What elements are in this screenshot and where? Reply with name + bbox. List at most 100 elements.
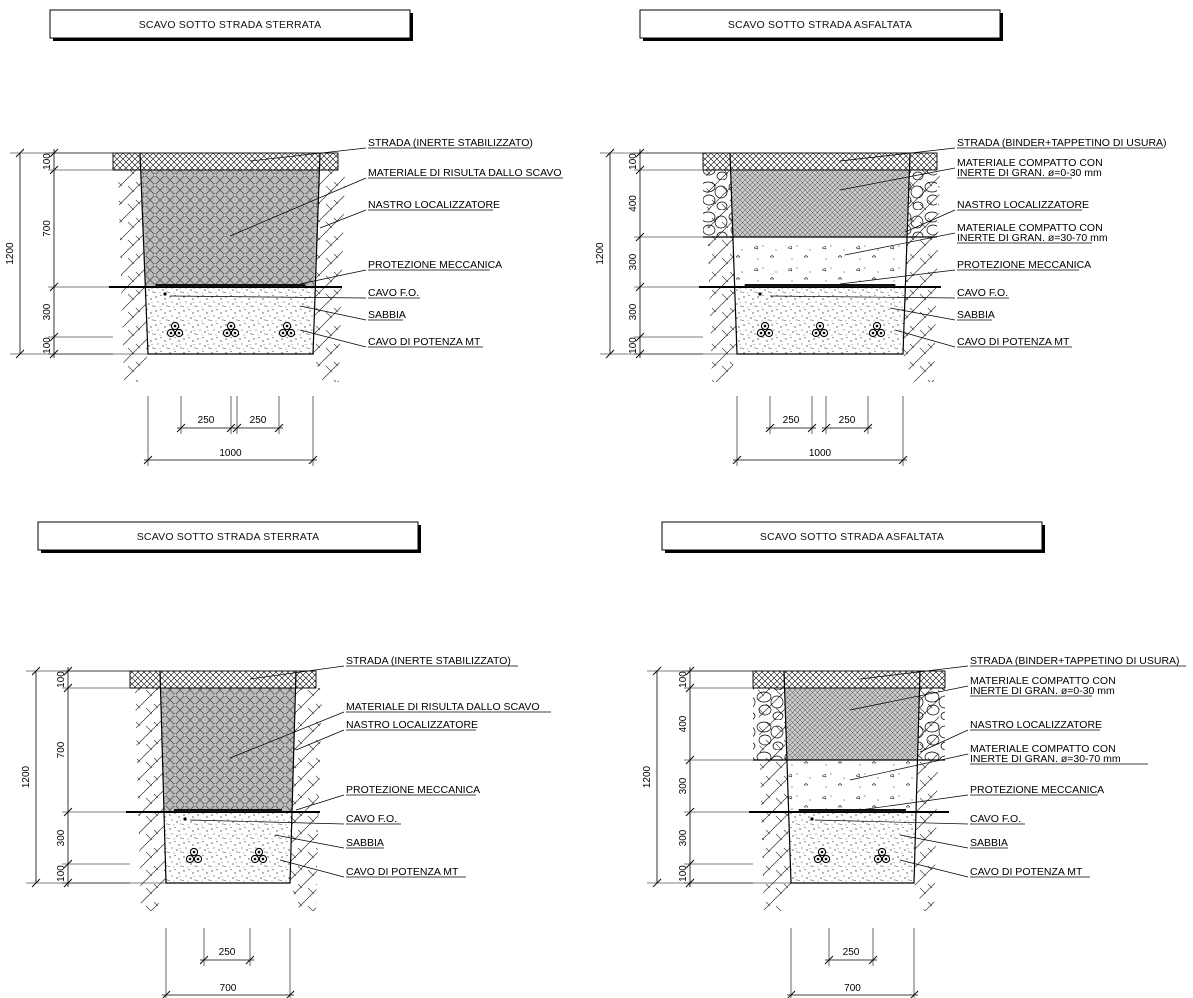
power-cable-conductor (814, 331, 818, 335)
power-cable-conductor (281, 331, 285, 335)
excavated-material-fill (160, 688, 296, 812)
soil-hatch-right (290, 688, 322, 911)
leader-line (295, 729, 345, 751)
layer-depth-label: 100 (42, 337, 53, 354)
leader-line (814, 819, 969, 825)
power-cable-conductor (196, 857, 200, 861)
power-cable-conductor (225, 331, 229, 335)
power-cable-conductor (822, 331, 826, 335)
road-layer (112, 152, 339, 171)
leader-line (899, 859, 969, 878)
compact-fill-30-70 (732, 237, 908, 287)
layer-depth-label: 100 (678, 671, 689, 688)
layer-label: STRADA (INERTE STABILIZZATO) (368, 137, 533, 149)
mechanical-protection (155, 284, 306, 287)
width-label: 250 (198, 415, 215, 426)
dimension-tick (143, 455, 153, 465)
layer-depth-label: 100 (56, 671, 67, 688)
dimension-tick (15, 349, 25, 359)
power-cable-conductor (289, 331, 293, 335)
power-cable-conductor (767, 331, 771, 335)
leader-line (295, 794, 345, 811)
soil-hatch-left (118, 170, 148, 382)
power-cable-conductor (818, 324, 822, 328)
layer-label: INERTE DI GRAN. ø=30-70 mm (970, 753, 1121, 765)
leader-line (319, 209, 367, 229)
layer-label: CAVO F.O. (970, 813, 1021, 825)
layer-label: CAVO DI POTENZA MT (368, 336, 481, 348)
layer-depth-label: 300 (628, 253, 639, 270)
power-cable-conductor (763, 324, 767, 328)
dimension-tick (824, 955, 834, 965)
total-width-label: 700 (844, 983, 861, 994)
layer-label: SABBIA (957, 309, 995, 321)
total-depth-label: 1200 (595, 242, 606, 265)
leader-line (274, 834, 345, 849)
sand-fill (145, 287, 316, 354)
leader-line (839, 269, 956, 285)
layer-depth-label: 300 (678, 777, 689, 794)
total-width-label: 700 (220, 983, 237, 994)
leader-line (904, 209, 956, 233)
section-1: SCAVO SOTTO STRADA STERRATA 1200 100 700 300… (5, 9, 563, 466)
leader-line (894, 329, 956, 348)
layer-label: NASTRO LOCALIZZATORE (957, 199, 1089, 211)
fiber-optic-cable (810, 817, 814, 821)
power-cable-conductor (169, 331, 173, 335)
power-cable-conductor (192, 850, 196, 854)
sand-fill (163, 812, 293, 883)
title-box (639, 9, 1001, 39)
layer-label: NASTRO LOCALIZZATORE (368, 199, 500, 211)
power-cable-conductor (173, 324, 177, 328)
power-cable-conductor (177, 331, 181, 335)
power-cable-conductor (253, 857, 257, 861)
layer-label: PROTEZIONE MECCANICA (368, 259, 502, 271)
power-cable-conductor (759, 331, 763, 335)
width-label: 250 (219, 947, 236, 958)
layer-label: CAVO DI POTENZA MT (957, 336, 1070, 348)
trench-outline (729, 152, 911, 355)
layer-depth-label: 300 (628, 303, 639, 320)
dimension-tick (15, 148, 25, 158)
layer-label: STRADA (INERTE STABILIZZATO) (346, 655, 511, 667)
dimension-tick (868, 955, 878, 965)
leader-line (849, 753, 969, 781)
power-cable-conductor (261, 857, 265, 861)
total-depth-label: 1200 (642, 765, 653, 788)
leader-line (769, 295, 956, 299)
layer-depth-label: 700 (42, 220, 53, 237)
layer-depth-label: 100 (628, 153, 639, 170)
leader-line (839, 167, 956, 191)
dimension-tick (821, 423, 831, 433)
fiber-optic-cable (183, 817, 187, 821)
layer-depth-label: 300 (42, 303, 53, 320)
layer-label: SABBIA (346, 837, 384, 849)
layer-label: INERTE DI GRAN. ø=30-70 mm (957, 232, 1108, 244)
section-3: SCAVO SOTTO STRADA STERRATA 1200 100 700 300… (21, 521, 551, 998)
layer-depth-label: 300 (56, 829, 67, 846)
layer-label: PROTEZIONE MECCANICA (346, 784, 480, 796)
leader-line (859, 794, 969, 811)
leader-line (299, 329, 367, 348)
mechanical-protection (173, 809, 283, 812)
leader-line (889, 307, 956, 321)
power-cable-conductor (879, 331, 883, 335)
width-label: 250 (839, 415, 856, 426)
trench-outline (783, 670, 921, 884)
layer-depth-label: 100 (628, 337, 639, 354)
stone-fill-left (753, 688, 791, 760)
section-title: SCAVO SOTTO STRADA STERRATA (137, 531, 320, 543)
soil-hatch-left (135, 688, 166, 911)
fiber-optic-cable (163, 292, 167, 296)
layer-depth-label: 700 (56, 741, 67, 758)
leader-line (849, 685, 969, 711)
layer-label: NASTRO LOCALIZZATORE (346, 719, 478, 731)
road-layer (752, 670, 946, 689)
section-title: SCAVO SOTTO STRADA STERRATA (139, 19, 322, 31)
dimension-tick (732, 455, 742, 465)
power-cable-conductor (233, 331, 237, 335)
total-width-label: 1000 (219, 448, 242, 459)
power-cable-conductor (876, 857, 880, 861)
leader-line (189, 819, 345, 825)
